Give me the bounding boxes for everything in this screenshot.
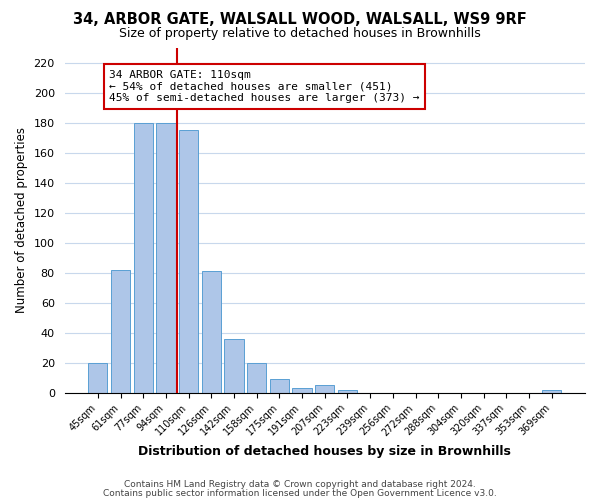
Bar (338, 390, 357, 393)
Bar (542, 390, 562, 393)
Bar (315, 386, 334, 393)
Bar (179, 130, 198, 393)
Bar (111, 270, 130, 393)
Bar (202, 271, 221, 393)
Text: Size of property relative to detached houses in Brownhills: Size of property relative to detached ho… (119, 28, 481, 40)
Bar (292, 388, 312, 393)
Text: 34, ARBOR GATE, WALSALL WOOD, WALSALL, WS9 9RF: 34, ARBOR GATE, WALSALL WOOD, WALSALL, W… (73, 12, 527, 28)
Bar (247, 363, 266, 393)
Text: Contains HM Land Registry data © Crown copyright and database right 2024.: Contains HM Land Registry data © Crown c… (124, 480, 476, 489)
Bar (88, 363, 107, 393)
Bar (270, 380, 289, 393)
Y-axis label: Number of detached properties: Number of detached properties (15, 127, 28, 313)
Bar (156, 122, 176, 393)
Bar (134, 122, 153, 393)
Text: 34 ARBOR GATE: 110sqm
← 54% of detached houses are smaller (451)
45% of semi-det: 34 ARBOR GATE: 110sqm ← 54% of detached … (109, 70, 419, 103)
Bar (224, 339, 244, 393)
X-axis label: Distribution of detached houses by size in Brownhills: Distribution of detached houses by size … (139, 444, 511, 458)
Text: Contains public sector information licensed under the Open Government Licence v3: Contains public sector information licen… (103, 488, 497, 498)
